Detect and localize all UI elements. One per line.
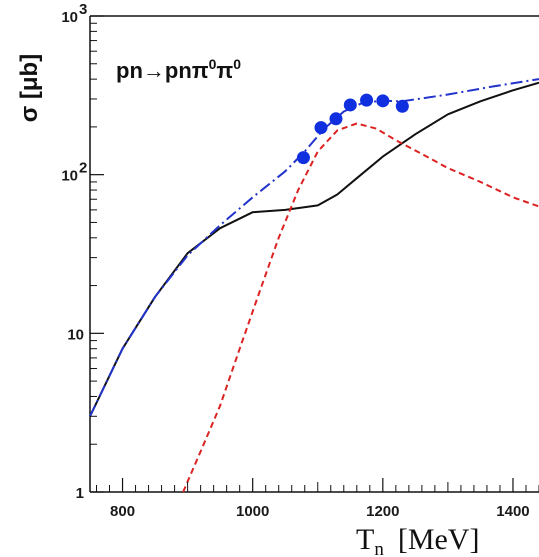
y-tick-label: 10 [67, 326, 84, 343]
y-tick-label: 10 [61, 9, 78, 26]
data-points [296, 93, 409, 165]
data-point [296, 151, 310, 165]
x-tick-label: 800 [110, 503, 135, 520]
data-point [360, 93, 374, 107]
series-curves [89, 78, 539, 493]
reaction-label-sup1: 0 [209, 56, 217, 72]
reaction-label: pn→pnπ0π0 [116, 56, 241, 83]
y-tick-label-exponent: 2 [79, 160, 87, 177]
reaction-label-base: pn→pnπ [116, 58, 209, 83]
x-axis-title: Tn [MeV] [356, 523, 479, 557]
x-axis-title-main: T [356, 523, 374, 556]
plot-frame [89, 15, 539, 493]
reaction-label-mid: π [216, 58, 233, 83]
data-point [343, 98, 357, 112]
x-tick-label: 1000 [236, 503, 269, 520]
x-axis-title-sub: n [374, 539, 384, 557]
reaction-label-sup2: 0 [233, 56, 241, 72]
x-tick-label: 1400 [496, 503, 529, 520]
series-line-dashdot [89, 78, 539, 417]
y-tick-label: 1 [76, 485, 84, 502]
series-line-dashed [182, 122, 539, 493]
data-point [395, 99, 409, 113]
data-point [314, 121, 328, 135]
x-axis-title-unit: [MeV] [398, 523, 480, 556]
x-tick-label: 1200 [366, 503, 399, 520]
y-axis-title: σ [μb] [16, 54, 43, 122]
data-point [376, 94, 390, 108]
y-tick-label: 10 [61, 168, 78, 185]
series-line-solid [89, 81, 539, 417]
data-point [329, 112, 343, 126]
y-tick-label-exponent: 3 [79, 1, 87, 18]
